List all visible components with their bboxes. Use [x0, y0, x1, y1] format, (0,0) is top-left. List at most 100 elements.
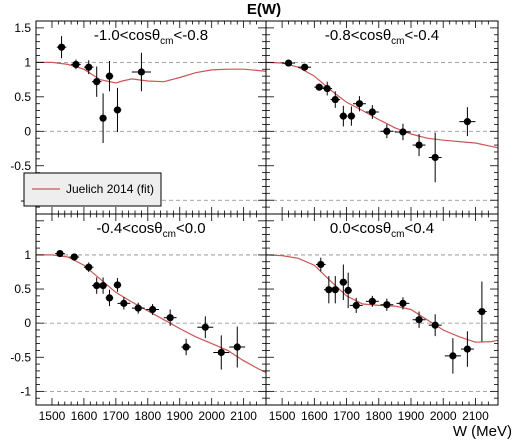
data-point: [431, 321, 439, 329]
x-tick-label: 1800: [134, 409, 161, 423]
data-point: [317, 260, 325, 269]
y-tick-label: 1: [24, 55, 31, 69]
data-point: [99, 282, 107, 290]
x-axis-label: W (MeV): [453, 423, 512, 440]
x-tick-label: 2100: [462, 409, 489, 423]
data-point: [415, 141, 423, 149]
data-point: [134, 304, 142, 312]
panel-label-suffix: <0.4: [405, 220, 435, 237]
data-point: [315, 83, 323, 91]
legend: Juelich 2014 (fit): [23, 172, 162, 207]
panel-label-suffix: <-0.8: [174, 27, 209, 44]
panel-label-prefix: -1.0<cosθ: [94, 27, 160, 44]
panels-layer: -1-0.500.511.5-1.0<cosθcm<-0.8-0.8<cosθc…: [10, 20, 499, 423]
data-point: [284, 59, 293, 67]
x-tick-label: 1900: [398, 409, 425, 423]
data-point: [99, 114, 107, 122]
data-point: [463, 118, 471, 126]
model-curve: [36, 61, 267, 84]
data-point: [344, 286, 352, 294]
data-point: [105, 294, 114, 302]
data-point: [182, 343, 190, 351]
data-point: [72, 60, 80, 69]
x-tick-label: 2000: [198, 409, 225, 423]
y-tick-label: 0: [24, 124, 31, 138]
data-point: [347, 112, 355, 120]
y-tick-label: 1.5: [14, 21, 31, 35]
x-tick-label: 1500: [269, 409, 296, 423]
panel-label: -0.4<cosθcm<0.0: [96, 220, 205, 240]
data-point: [93, 78, 101, 86]
data-point: [355, 100, 364, 108]
x-tick-label: 1800: [365, 409, 392, 423]
panel-label-prefix: -0.8<cosθ: [325, 27, 391, 44]
y-tick-label: 0.5: [14, 282, 31, 296]
legend-label: Juelich 2014 (fit): [66, 182, 154, 196]
panel-3: -1 -0.5 0 0.5 1 1500 1600 1700 1800 1900 2000 2100 -…: [10, 213, 267, 423]
data-point: [339, 278, 347, 286]
panel-label-subscript: cm: [160, 36, 173, 47]
y-tick-label: 0.5: [14, 90, 31, 104]
data-point: [431, 153, 439, 162]
data-point: [325, 286, 333, 294]
data-point: [217, 348, 225, 357]
panel-frame: [265, 20, 499, 215]
panel-2: -0.8<cosθcm<-0.4: [265, 20, 499, 215]
data-point: [339, 112, 347, 120]
data-point: [93, 282, 101, 290]
panel-label-subscript: cm: [163, 229, 176, 240]
data-point: [323, 84, 331, 93]
data-point: [368, 108, 376, 116]
data-point: [113, 106, 122, 114]
model-curve: [36, 254, 267, 373]
x-tick-label: 1600: [301, 409, 328, 423]
data-point: [85, 263, 93, 271]
data-point: [57, 43, 66, 51]
x-tick-label: 1900: [166, 409, 193, 423]
x-tick-label: 1600: [71, 409, 98, 423]
data-point: [463, 345, 471, 353]
data-point: [331, 95, 339, 104]
data-point: [105, 72, 114, 80]
x-tick-label: 2100: [230, 409, 257, 423]
y-tick-label: -0.5: [10, 350, 31, 364]
data-point: [478, 307, 486, 316]
data-point: [449, 352, 457, 360]
data-point: [383, 127, 391, 135]
data-point: [399, 299, 407, 307]
panel-label-suffix: <0.0: [176, 220, 206, 237]
y-tick-label: 0: [24, 316, 31, 330]
data-point: [301, 63, 309, 71]
data-point: [120, 299, 128, 307]
data-point: [415, 316, 423, 324]
panel-label-prefix: -0.4<cosθ: [96, 220, 162, 237]
data-point: [201, 323, 209, 331]
panel-frame: [265, 213, 499, 406]
data-point: [137, 68, 146, 76]
panel-label-subscript: cm: [391, 229, 404, 240]
model-curve: [265, 254, 499, 343]
panel-label-suffix: <-0.4: [405, 27, 440, 44]
data-point: [233, 343, 241, 351]
x-tick-label: 1700: [103, 409, 130, 423]
y-tick-label: 1: [24, 248, 31, 262]
data-point: [352, 301, 360, 310]
data-point: [368, 297, 376, 305]
panel-label-prefix: 0.0<cosθ: [330, 220, 391, 237]
data-point: [331, 286, 339, 294]
data-point: [383, 301, 391, 309]
panel-1: -1-0.500.511.5-1.0<cosθcm<-0.8: [10, 20, 267, 215]
model-curve: [265, 61, 499, 149]
y-tick-label: -1: [20, 384, 31, 398]
x-tick-label: 1700: [333, 409, 360, 423]
figure-title: E(W): [247, 1, 281, 18]
panel-4: 1500 1600 1700 1800 1900 2000 2100 0.0<cosθcm<0…: [265, 213, 499, 423]
y-tick-label: -0.5: [10, 159, 31, 173]
panel-label: -0.8<cosθcm<-0.4: [325, 27, 439, 47]
x-tick-label: 1500: [39, 409, 66, 423]
data-point: [399, 128, 407, 136]
panel-label-subscript: cm: [391, 36, 404, 47]
data-point: [85, 63, 93, 71]
data-point: [148, 305, 157, 314]
